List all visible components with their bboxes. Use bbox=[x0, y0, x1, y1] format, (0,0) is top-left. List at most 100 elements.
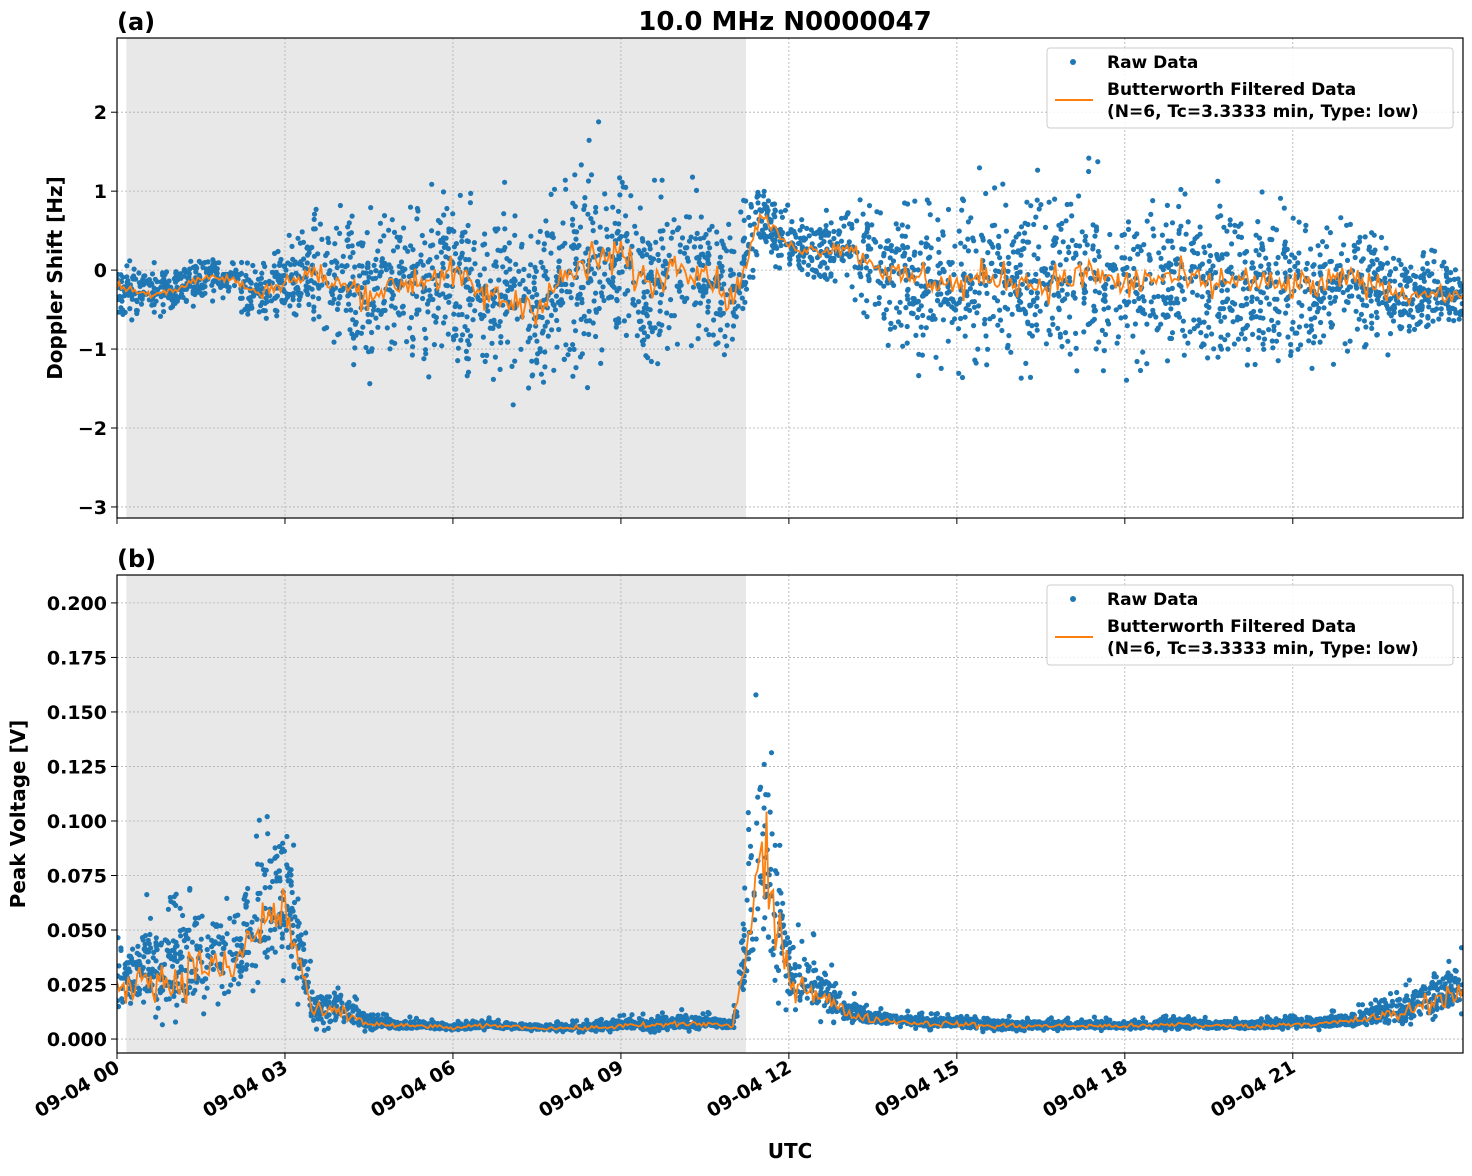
raw-data-point bbox=[742, 218, 747, 223]
raw-data-point bbox=[414, 216, 419, 221]
raw-data-point bbox=[594, 310, 599, 315]
raw-data-point bbox=[471, 247, 476, 252]
raw-data-point bbox=[1402, 278, 1407, 283]
raw-data-point bbox=[570, 374, 575, 379]
raw-data-point bbox=[500, 264, 505, 269]
raw-data-point bbox=[549, 192, 554, 197]
raw-data-point bbox=[1018, 270, 1023, 275]
raw-data-point bbox=[340, 269, 345, 274]
raw-data-point bbox=[1063, 330, 1068, 335]
raw-data-point bbox=[1288, 342, 1293, 347]
raw-data-point bbox=[905, 293, 910, 298]
raw-data-point bbox=[877, 295, 882, 300]
raw-data-point bbox=[783, 1007, 788, 1012]
raw-data-point bbox=[979, 233, 984, 238]
raw-data-point bbox=[329, 289, 334, 294]
raw-data-point bbox=[512, 233, 517, 238]
raw-data-point bbox=[670, 230, 675, 235]
raw-data-point bbox=[190, 940, 195, 945]
raw-data-point bbox=[1117, 304, 1122, 309]
raw-data-point bbox=[314, 207, 319, 212]
panel-a-ylabel: Doppler Shift [Hz] bbox=[43, 176, 67, 380]
raw-data-point bbox=[645, 289, 650, 294]
raw-data-point bbox=[1219, 347, 1224, 352]
raw-data-point bbox=[672, 313, 677, 318]
raw-data-point bbox=[1345, 349, 1350, 354]
raw-data-point bbox=[1243, 325, 1248, 330]
raw-data-point bbox=[817, 243, 822, 248]
raw-data-point bbox=[705, 251, 710, 256]
raw-data-point bbox=[726, 222, 731, 227]
raw-data-point bbox=[464, 356, 469, 361]
raw-data-point bbox=[466, 257, 471, 262]
raw-data-point bbox=[797, 265, 802, 270]
raw-data-point bbox=[434, 255, 439, 260]
raw-data-point bbox=[1029, 323, 1034, 328]
raw-data-point bbox=[1291, 216, 1296, 221]
raw-data-point bbox=[661, 271, 666, 276]
raw-data-point bbox=[1169, 239, 1174, 244]
raw-data-point bbox=[1413, 274, 1418, 279]
raw-data-point bbox=[245, 260, 250, 265]
raw-data-point bbox=[939, 366, 944, 371]
x-tick-label: 09-04 09 bbox=[535, 1056, 627, 1122]
raw-data-point bbox=[273, 296, 278, 301]
raw-data-point bbox=[179, 291, 184, 296]
raw-data-point bbox=[761, 193, 766, 198]
raw-data-point bbox=[1372, 233, 1377, 238]
raw-data-point bbox=[205, 947, 210, 952]
raw-data-point bbox=[599, 347, 604, 352]
raw-data-point bbox=[279, 944, 284, 949]
raw-data-point bbox=[606, 295, 611, 300]
raw-data-point bbox=[1278, 196, 1283, 201]
raw-data-point bbox=[1202, 250, 1207, 255]
raw-data-point bbox=[1309, 366, 1314, 371]
raw-data-point bbox=[490, 303, 495, 308]
raw-data-point bbox=[457, 261, 462, 266]
raw-data-point bbox=[854, 218, 859, 223]
raw-data-point bbox=[404, 339, 409, 344]
raw-data-point bbox=[1059, 344, 1064, 349]
raw-data-point bbox=[1237, 252, 1242, 257]
raw-data-point bbox=[999, 328, 1004, 333]
raw-data-point bbox=[1038, 309, 1043, 314]
raw-data-point bbox=[294, 975, 299, 980]
raw-data-point bbox=[1362, 318, 1367, 323]
raw-data-point bbox=[1388, 331, 1393, 336]
raw-data-point bbox=[1082, 238, 1087, 243]
raw-data-point bbox=[1321, 305, 1326, 310]
raw-data-point bbox=[888, 327, 893, 332]
raw-data-point bbox=[300, 229, 305, 234]
raw-data-point bbox=[1182, 297, 1187, 302]
raw-data-point bbox=[635, 333, 640, 338]
raw-data-point bbox=[468, 302, 473, 307]
legend-raw-label: Raw Data bbox=[1107, 53, 1198, 73]
raw-data-point bbox=[295, 1002, 300, 1007]
raw-data-point bbox=[785, 935, 790, 940]
raw-data-point bbox=[585, 212, 590, 217]
raw-data-point bbox=[1347, 294, 1352, 299]
raw-data-point bbox=[1182, 353, 1187, 358]
raw-data-point bbox=[677, 289, 682, 294]
raw-data-point bbox=[562, 241, 567, 246]
raw-data-point bbox=[852, 991, 857, 996]
raw-data-point bbox=[649, 273, 654, 278]
raw-data-point bbox=[1369, 313, 1374, 318]
raw-data-point bbox=[1225, 252, 1230, 257]
raw-data-point bbox=[725, 323, 730, 328]
raw-data-point bbox=[218, 923, 223, 928]
raw-data-point bbox=[1250, 260, 1255, 265]
raw-data-point bbox=[957, 229, 962, 234]
raw-data-point bbox=[563, 178, 568, 183]
raw-data-point bbox=[770, 202, 775, 207]
raw-data-point bbox=[769, 233, 774, 238]
raw-data-point bbox=[1347, 284, 1352, 289]
raw-data-point bbox=[1135, 291, 1140, 296]
raw-data-point bbox=[634, 231, 639, 236]
raw-data-point bbox=[1006, 333, 1011, 338]
raw-data-point bbox=[132, 267, 137, 272]
raw-data-point bbox=[1132, 234, 1137, 239]
raw-data-point bbox=[308, 959, 313, 964]
raw-data-point bbox=[1064, 218, 1069, 223]
raw-data-point bbox=[829, 257, 834, 262]
